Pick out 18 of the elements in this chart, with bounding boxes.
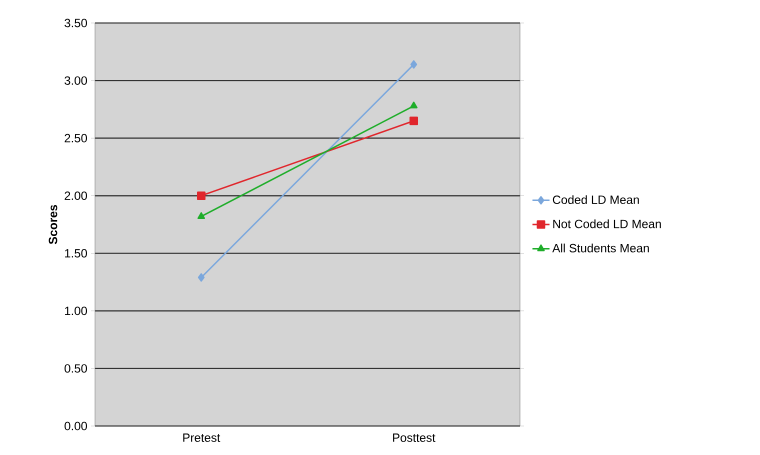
- y-tick-label: 0.00: [64, 422, 87, 430]
- y-tick-label: 1.00: [65, 306, 87, 316]
- y-tick-label: 2.00: [64, 191, 87, 200]
- y-tick-label: 2.50: [64, 134, 87, 142]
- legend-label: Coded LD Mean: [552, 195, 639, 204]
- y-tick-label: 0.50: [64, 364, 87, 373]
- legend-label: Not Coded LD Mean: [553, 219, 661, 228]
- y-tick-label: 3.50: [64, 18, 87, 28]
- x-tick-label: Pretest: [183, 434, 220, 442]
- legend-label: All Students Mean: [552, 244, 649, 252]
- x-tick-label: Posttest: [393, 434, 436, 442]
- point: [410, 60, 418, 69]
- point: [197, 191, 206, 200]
- point: [410, 116, 418, 126]
- y-tick-label: 1.50: [65, 249, 87, 258]
- y-tick-label: 3.00: [64, 76, 87, 85]
- point: [198, 273, 205, 282]
- y-axis-title: Scores: [48, 204, 58, 244]
